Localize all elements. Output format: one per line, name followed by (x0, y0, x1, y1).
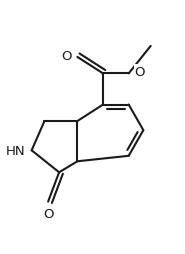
Text: O: O (61, 49, 72, 62)
Text: HN: HN (6, 144, 25, 157)
Text: O: O (43, 207, 53, 220)
Text: O: O (134, 66, 145, 79)
